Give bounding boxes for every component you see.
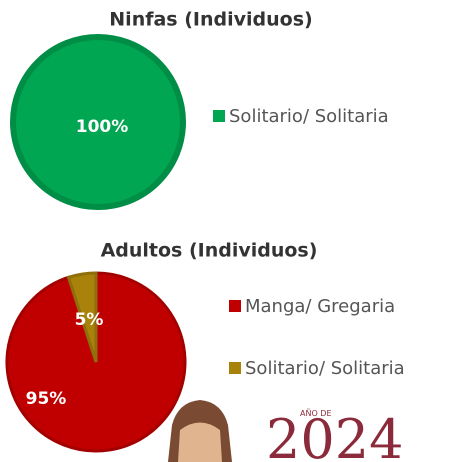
- legend-label: Manga/ Gregaria: [245, 296, 395, 317]
- logo-year: 2024: [266, 408, 403, 462]
- data-label: 5%: [75, 310, 104, 330]
- legend-swatch: [213, 110, 225, 122]
- chart-title: Ninfas (Individuos): [109, 9, 312, 31]
- legend-swatch: [229, 300, 241, 312]
- legend-label: Solitario/ Solitaria: [245, 358, 405, 379]
- data-label: 95%: [26, 389, 67, 409]
- chart: Adultos (Individuos) 95% Manga/ Gregaria 5%…: [5, 240, 405, 453]
- logo-caption: AÑO DE: [300, 408, 332, 418]
- pie-slice: [10, 34, 186, 210]
- legend-label: Solitario/ Solitaria: [229, 106, 389, 127]
- data-label: 100%: [76, 117, 129, 137]
- chart-title: Adultos (Individuos): [101, 240, 318, 262]
- legend-swatch: [229, 362, 241, 374]
- footer-decoration: AÑO DE 2024: [168, 400, 403, 462]
- portrait-face: [178, 422, 222, 462]
- pie-slice: [66, 271, 98, 363]
- chart: Ninfas (Individuos) 100% Solitario/ Solita…: [10, 9, 389, 210]
